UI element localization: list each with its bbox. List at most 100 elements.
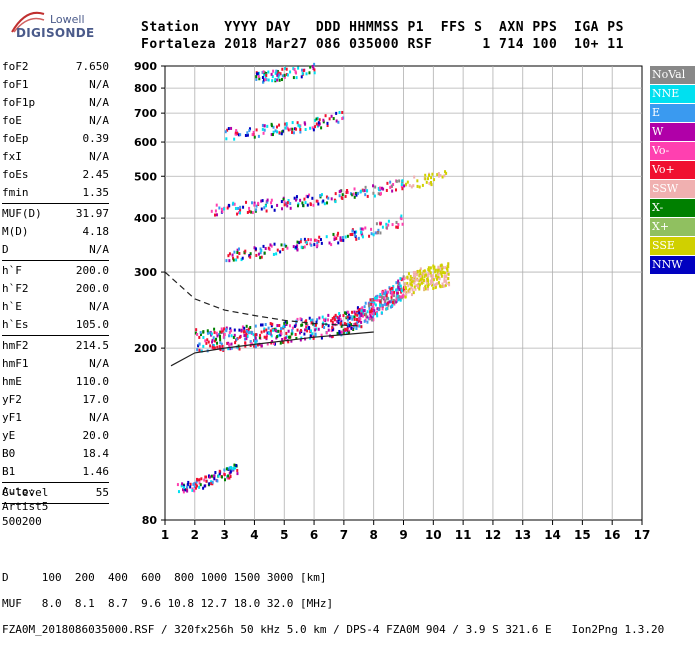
echo-point (233, 463, 236, 467)
param-value: 1.46 (82, 465, 110, 478)
echo-point (397, 286, 400, 290)
echo-point (416, 273, 419, 277)
param-separator (2, 482, 109, 483)
echo-point (410, 286, 413, 290)
echo-point (279, 72, 282, 76)
echo-point (410, 293, 413, 297)
echo-point (247, 331, 250, 335)
echo-point (282, 197, 285, 201)
legend-item-x: X- (650, 199, 695, 217)
legend-item-noval: NoVal (650, 66, 695, 84)
echo-point (315, 244, 318, 248)
echo-point (257, 134, 260, 138)
echo-point (426, 284, 429, 288)
echo-point (381, 303, 384, 307)
param-value: N/A (89, 357, 109, 370)
echo-point (369, 314, 372, 318)
echo-point (216, 345, 219, 349)
echo-point (380, 186, 383, 190)
echo-point (220, 207, 223, 211)
echo-point (314, 323, 317, 327)
echo-point (219, 334, 222, 338)
echo-point (199, 483, 202, 487)
echo-point (393, 290, 396, 294)
echo-point (379, 231, 382, 235)
echo-point (339, 238, 342, 242)
echo-point (327, 318, 330, 322)
echo-point (423, 269, 426, 273)
echo-point (286, 204, 289, 208)
echo-point (423, 275, 426, 279)
echo-point (254, 333, 257, 337)
echo-point (440, 272, 443, 276)
echo-point (255, 339, 258, 343)
echo-point (317, 327, 320, 331)
echo-point (290, 127, 293, 131)
echo-point (316, 318, 319, 322)
echo-point (295, 195, 298, 199)
echo-point (377, 308, 380, 312)
echo-point (257, 252, 260, 256)
echo-point (433, 265, 436, 269)
echo-point (234, 341, 237, 345)
echo-point (298, 331, 301, 335)
echo-point (205, 341, 208, 345)
param-separator (2, 260, 109, 261)
echo-point (376, 312, 379, 316)
echo-point (446, 264, 449, 268)
echo-point (437, 266, 440, 270)
echo-point (429, 279, 432, 283)
echo-point (340, 196, 343, 200)
echo-point (330, 329, 333, 333)
echo-point (427, 271, 430, 275)
echo-point (426, 274, 429, 278)
echo-point (346, 318, 349, 322)
echo-point (251, 133, 254, 137)
echo-point (317, 239, 320, 243)
echo-point (418, 283, 421, 287)
echo-point (196, 348, 199, 352)
echo-point (338, 329, 341, 333)
echo-point (251, 201, 254, 205)
echo-point (353, 187, 356, 191)
echo-point (306, 203, 309, 207)
echo-point (327, 328, 330, 332)
echo-point (364, 193, 367, 197)
echo-point (198, 342, 201, 346)
echo-point (211, 345, 214, 349)
echo-point (427, 173, 430, 177)
echo-point (263, 73, 266, 77)
echo-point (257, 201, 260, 205)
echo-point (447, 281, 450, 285)
echo-point (353, 230, 356, 234)
echo-point (390, 300, 393, 304)
echo-point (216, 479, 219, 483)
param-value: N/A (89, 243, 109, 256)
echo-point (283, 243, 286, 247)
echo-point (253, 135, 256, 139)
echo-point (260, 255, 263, 259)
echo-point (423, 273, 426, 277)
echo-point (228, 252, 231, 256)
echo-point (210, 209, 213, 213)
digisonde-logo: Lowell DIGISONDE (8, 6, 128, 46)
x-tick-label: 8 (370, 528, 378, 542)
echo-point (351, 232, 354, 236)
echo-point (216, 341, 219, 345)
echo-point (326, 121, 329, 125)
echo-point (203, 478, 206, 482)
echo-point (266, 342, 269, 346)
echo-point (337, 241, 340, 245)
echo-point (424, 177, 427, 181)
echo-point (209, 475, 212, 479)
param-row: h`F 200.0 (2, 262, 109, 280)
echo-point (433, 178, 436, 182)
echo-point (412, 291, 415, 295)
ionogram-chart: 1 2 3 4 5 6 7 8 9 10 11 12 13 14 15 16 17802003004005006… (134, 60, 650, 542)
echo-point (301, 323, 304, 327)
echo-point (194, 482, 197, 486)
echo-point (210, 482, 213, 486)
echo-point (432, 278, 435, 282)
echo-point (186, 483, 189, 487)
echo-point (399, 277, 402, 281)
